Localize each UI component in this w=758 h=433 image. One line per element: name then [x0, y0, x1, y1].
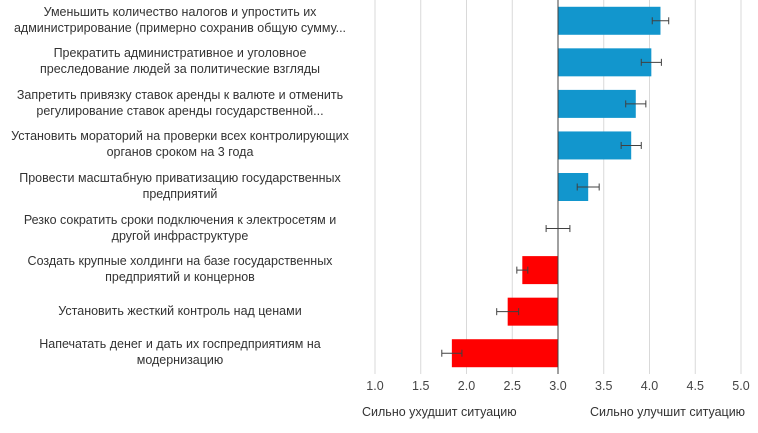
x-axis-right-note: Сильно улучшит ситуацию	[590, 405, 746, 419]
category-label-line: предприятий	[142, 187, 218, 201]
category-label: Провести масштабную приватизацию государ…	[0, 170, 360, 202]
bar-1	[558, 48, 652, 77]
bar-2	[558, 89, 636, 118]
x-tick-label: 2.5	[503, 379, 521, 393]
category-label-line: Напечатать денег и дать их госпредприяти…	[39, 337, 321, 352]
x-tick-label: 4.0	[640, 379, 659, 393]
x-axis-left-note: Сильно ухудшит ситуацию	[362, 405, 517, 419]
category-label-line: Провести масштабную приватизацию государ…	[19, 171, 341, 185]
category-label-line: Установить мораторий на проверки всех ко…	[11, 129, 349, 144]
category-label-line: администрирование (примерно сохранив общ…	[13, 20, 347, 35]
x-tick-label: 2.0	[457, 379, 476, 393]
category-label-line: предприятий и концернов	[105, 270, 255, 285]
x-tick-label: 1.5	[412, 379, 430, 393]
category-label-line: модернизацию	[136, 353, 224, 368]
category-label: Установить мораторий на проверки всех ко…	[0, 128, 360, 160]
category-label-line: Прекратить административное и уголовное	[53, 46, 307, 61]
x-tick-label: 3.5	[595, 379, 613, 393]
x-tick-label: 1.0	[366, 379, 384, 393]
category-label: Напечатать денег и дать их госпредприяти…	[0, 336, 360, 368]
category-label-line: регулирование ставок аренды государствен…	[36, 103, 324, 118]
category-label-line: Установить жесткий контроль над ценами	[58, 303, 302, 318]
x-tick-label: 3.0	[549, 379, 567, 393]
category-label: Уменьшить количество налогов и упростить…	[0, 4, 360, 36]
category-label: Прекратить административное и уголовное п…	[0, 45, 360, 77]
category-label-line: Запретить привязку ставок аренды к валют…	[16, 87, 344, 102]
category-label: Резко сократить сроки подключения к элек…	[0, 212, 360, 244]
category-label: Создать крупные холдинги на базе государ…	[0, 253, 360, 285]
x-tick-label: 5.0	[732, 379, 750, 393]
category-label-line: преследование людей за политические взгл…	[39, 62, 321, 77]
category-label-line: Создать крупные холдинги на базе государ…	[27, 254, 333, 269]
category-label-line: Резко сократить сроки подключения к элек…	[23, 212, 337, 227]
x-tick-label: 4.5	[686, 379, 704, 393]
category-label-line: органов сроком на 3 года	[106, 145, 254, 160]
category-label: Установить жесткий контроль над ценами	[0, 303, 360, 319]
category-label: Запретить привязку ставок аренды к валют…	[0, 87, 360, 119]
bar-3	[558, 131, 632, 160]
category-label-line: другой инфраструктуре	[111, 228, 249, 243]
bar-8	[451, 339, 558, 368]
bar-0	[558, 6, 661, 35]
category-label-line: Уменьшить количество налогов и упростить…	[43, 4, 317, 19]
